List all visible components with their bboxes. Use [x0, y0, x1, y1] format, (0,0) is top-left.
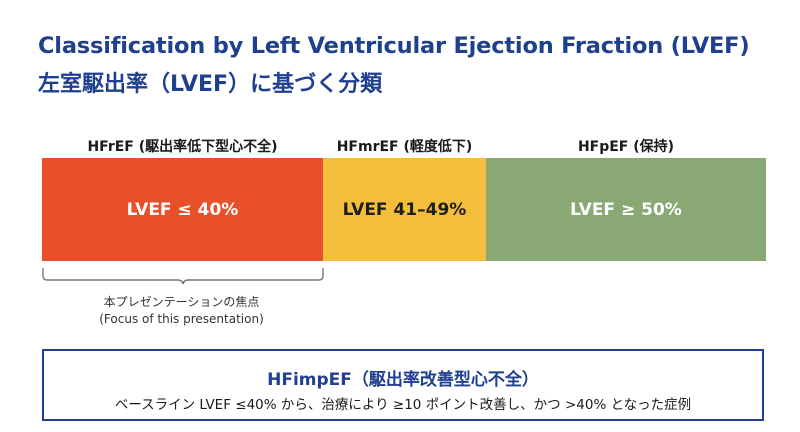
segment-hfref: LVEF ≤ 40% — [42, 158, 323, 261]
category-label-hfpef: HFpEF (保持) — [577, 139, 675, 155]
hfimpef-definition-box: HFimpEF（駆出率改善型心不全） ベースライン LVEF ≤40% から、治… — [42, 349, 764, 421]
focus-bracket — [42, 268, 324, 285]
title-japanese: 左室駆出率（LVEF）に基づく分類 — [38, 72, 383, 97]
segment-hfmref-range: LVEF 41–49% — [342, 199, 467, 220]
segment-hfref-range: LVEF ≤ 40% — [126, 199, 239, 220]
title-english: Classification by Left Ventricular Eject… — [38, 33, 750, 59]
focus-note-english: (Focus of this presentation) — [99, 312, 264, 326]
hfimpef-title: HFimpEF（駆出率改善型心不全） — [267, 370, 539, 390]
category-label-hfmref: HFmrEF (軽度低下) — [336, 139, 473, 155]
category-label-hfref: HFrEF (駆出率低下型心不全) — [87, 139, 278, 155]
focus-note-japanese: 本プレゼンテーションの焦点 — [103, 295, 260, 309]
segment-hfpef-range: LVEF ≥ 50% — [570, 199, 682, 220]
hfimpef-definition-text: ベースライン LVEF ≤40% から、治療により ≥10 ポイント改善し、かつ… — [114, 397, 692, 413]
segment-hfmref: LVEF 41–49% — [323, 158, 486, 261]
segment-hfpef: LVEF ≥ 50% — [486, 158, 766, 261]
